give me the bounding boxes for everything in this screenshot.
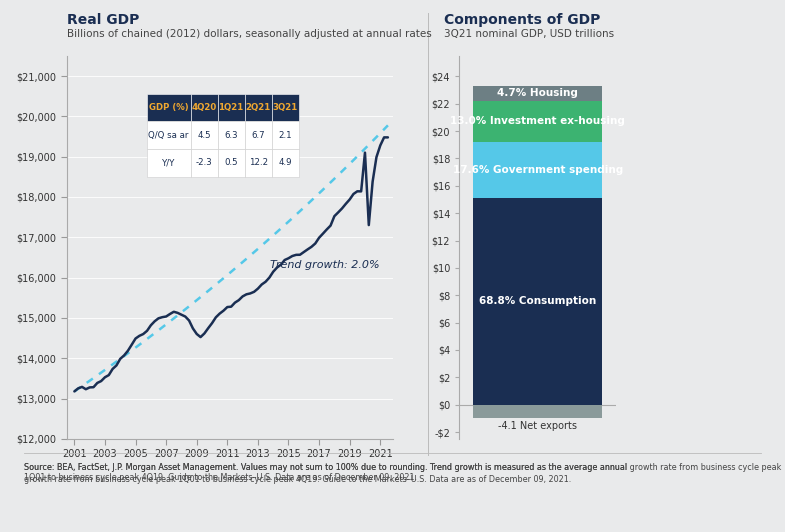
Bar	[191, 149, 217, 177]
Text: Components of GDP: Components of GDP	[444, 13, 600, 27]
Text: Billions of chained (2012) dollars, seasonally adjusted at annual rates: Billions of chained (2012) dollars, seas…	[67, 29, 432, 39]
Bar	[473, 142, 602, 197]
Text: Real GDP: Real GDP	[67, 13, 139, 27]
Bar	[245, 149, 272, 177]
Bar	[473, 197, 602, 405]
Text: GDP (%): GDP (%)	[148, 103, 188, 112]
Bar	[245, 121, 272, 149]
Text: 0.5: 0.5	[225, 158, 238, 167]
Bar	[473, 101, 602, 142]
Text: 4.9: 4.9	[279, 158, 292, 167]
Bar	[191, 121, 217, 149]
Text: 12.2: 12.2	[249, 158, 268, 167]
Text: 3Q21: 3Q21	[272, 103, 298, 112]
Bar	[473, 86, 602, 101]
Text: 2Q21: 2Q21	[246, 103, 271, 112]
Text: 17.6% Government spending: 17.6% Government spending	[453, 165, 623, 174]
Text: 6.7: 6.7	[251, 131, 265, 139]
Text: 4.7% Housing: 4.7% Housing	[497, 88, 579, 98]
Text: Y/Y: Y/Y	[162, 158, 175, 167]
Text: Trend growth: 2.0%: Trend growth: 2.0%	[270, 260, 380, 270]
Bar	[473, 405, 602, 418]
Bar	[272, 121, 298, 149]
Bar	[272, 94, 298, 121]
Text: 4Q20: 4Q20	[192, 103, 217, 112]
Text: Q/Q sa ar: Q/Q sa ar	[148, 131, 188, 139]
Text: Source: BEA, FactSet, J.P. Morgan Asset Management. Values may not sum to 100% d: Source: BEA, FactSet, J.P. Morgan Asset …	[24, 463, 781, 482]
Bar	[191, 94, 217, 121]
Bar	[217, 149, 245, 177]
Bar	[147, 121, 191, 149]
Bar	[217, 121, 245, 149]
Bar	[147, 94, 191, 121]
Text: 1Q21: 1Q21	[218, 103, 243, 112]
Text: Source: BEA, FactSet, J.P. Morgan Asset Management. Values may not sum to 100% d: Source: BEA, FactSet, J.P. Morgan Asset …	[24, 463, 626, 484]
Text: 4.5: 4.5	[197, 131, 211, 139]
Text: -4.1 Net exports: -4.1 Net exports	[498, 421, 577, 431]
Bar	[245, 94, 272, 121]
Text: -2.3: -2.3	[195, 158, 213, 167]
Bar	[147, 149, 191, 177]
Text: 68.8% Consumption: 68.8% Consumption	[479, 296, 597, 306]
Bar	[217, 94, 245, 121]
Text: 13.0% Investment ex-housing: 13.0% Investment ex-housing	[451, 117, 625, 127]
Bar	[272, 149, 298, 177]
Text: 6.3: 6.3	[225, 131, 238, 139]
Text: 2.1: 2.1	[279, 131, 292, 139]
Text: 3Q21 nominal GDP, USD trillions: 3Q21 nominal GDP, USD trillions	[444, 29, 614, 39]
